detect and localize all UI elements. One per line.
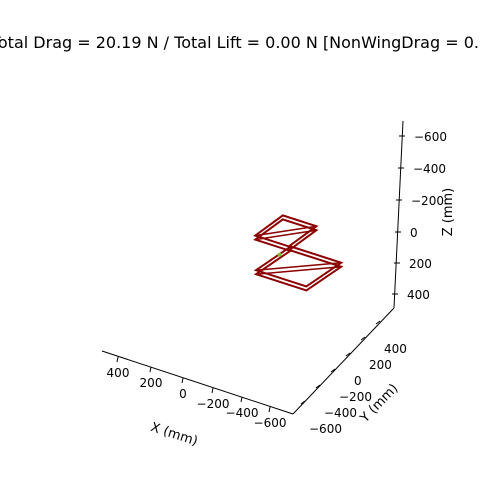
y-tick-label: −200 (339, 390, 372, 404)
y-tick-label: −600 (309, 422, 342, 436)
z-tick-label: 0 (410, 226, 418, 240)
z-tick-label: 200 (409, 257, 432, 271)
panel-diagonal-lower (255, 229, 317, 241)
z-axis-label: Z (mm) (441, 188, 456, 237)
y-tick-mark (345, 352, 351, 357)
y-tick-label: −400 (324, 406, 357, 420)
x-tick-label: −600 (254, 416, 287, 430)
x-axis-label: X (mm) (149, 420, 200, 449)
panel-diagonal (255, 261, 342, 271)
y-axis-line (292, 307, 395, 415)
x-tick-label: −400 (226, 406, 259, 420)
x-tick-label: 400 (107, 366, 130, 380)
x-tick-label: −200 (197, 397, 230, 411)
chart-title-text: Total Drag = 20.19 N / Total Lift = 0.00… (0, 33, 480, 52)
center-marker (277, 252, 282, 257)
x-tick-label: 200 (140, 376, 163, 390)
z-axis-line (393, 120, 404, 309)
x-tick-mark (181, 377, 184, 384)
y-ticks: 400 200 0 −200 −400 −600 (300, 320, 407, 436)
z-tick-label: −400 (413, 162, 446, 176)
x-tick-mark (149, 366, 152, 373)
upper-panel (253, 214, 319, 252)
y-tick-mark (330, 368, 336, 373)
panel-diagonal-lower (255, 265, 342, 275)
x-tick-mark (211, 387, 214, 394)
x-ticks: 400 200 0 −200−400−600 (107, 356, 287, 430)
y-tick-mark (375, 320, 381, 325)
panel-diagonal (255, 225, 317, 237)
z-tick-label: −600 (414, 130, 447, 144)
y-tick-mark (315, 384, 321, 389)
x-tick-mark (268, 406, 271, 413)
z-tick-label: 400 (407, 288, 430, 302)
y-tick-label: 200 (369, 358, 392, 372)
x-tick-mark (240, 396, 243, 403)
lower-panel (253, 245, 344, 292)
y-tick-label: 0 (354, 374, 362, 388)
wing-geometry (253, 214, 344, 292)
x-axis-line (101, 350, 294, 415)
chart-title: Total Drag = 20.19 N / Total Lift = 0.00… (0, 32, 480, 54)
z-tick-label: −200 (411, 194, 444, 208)
z-ticks: −600 −400 −200 0 200 400 (392, 130, 447, 302)
x-tick-mark (116, 356, 119, 363)
y-tick-mark (360, 336, 366, 341)
y-tick-label: 400 (384, 342, 407, 356)
y-tick-mark (300, 400, 306, 405)
x-tick-label: 0 (179, 387, 187, 401)
